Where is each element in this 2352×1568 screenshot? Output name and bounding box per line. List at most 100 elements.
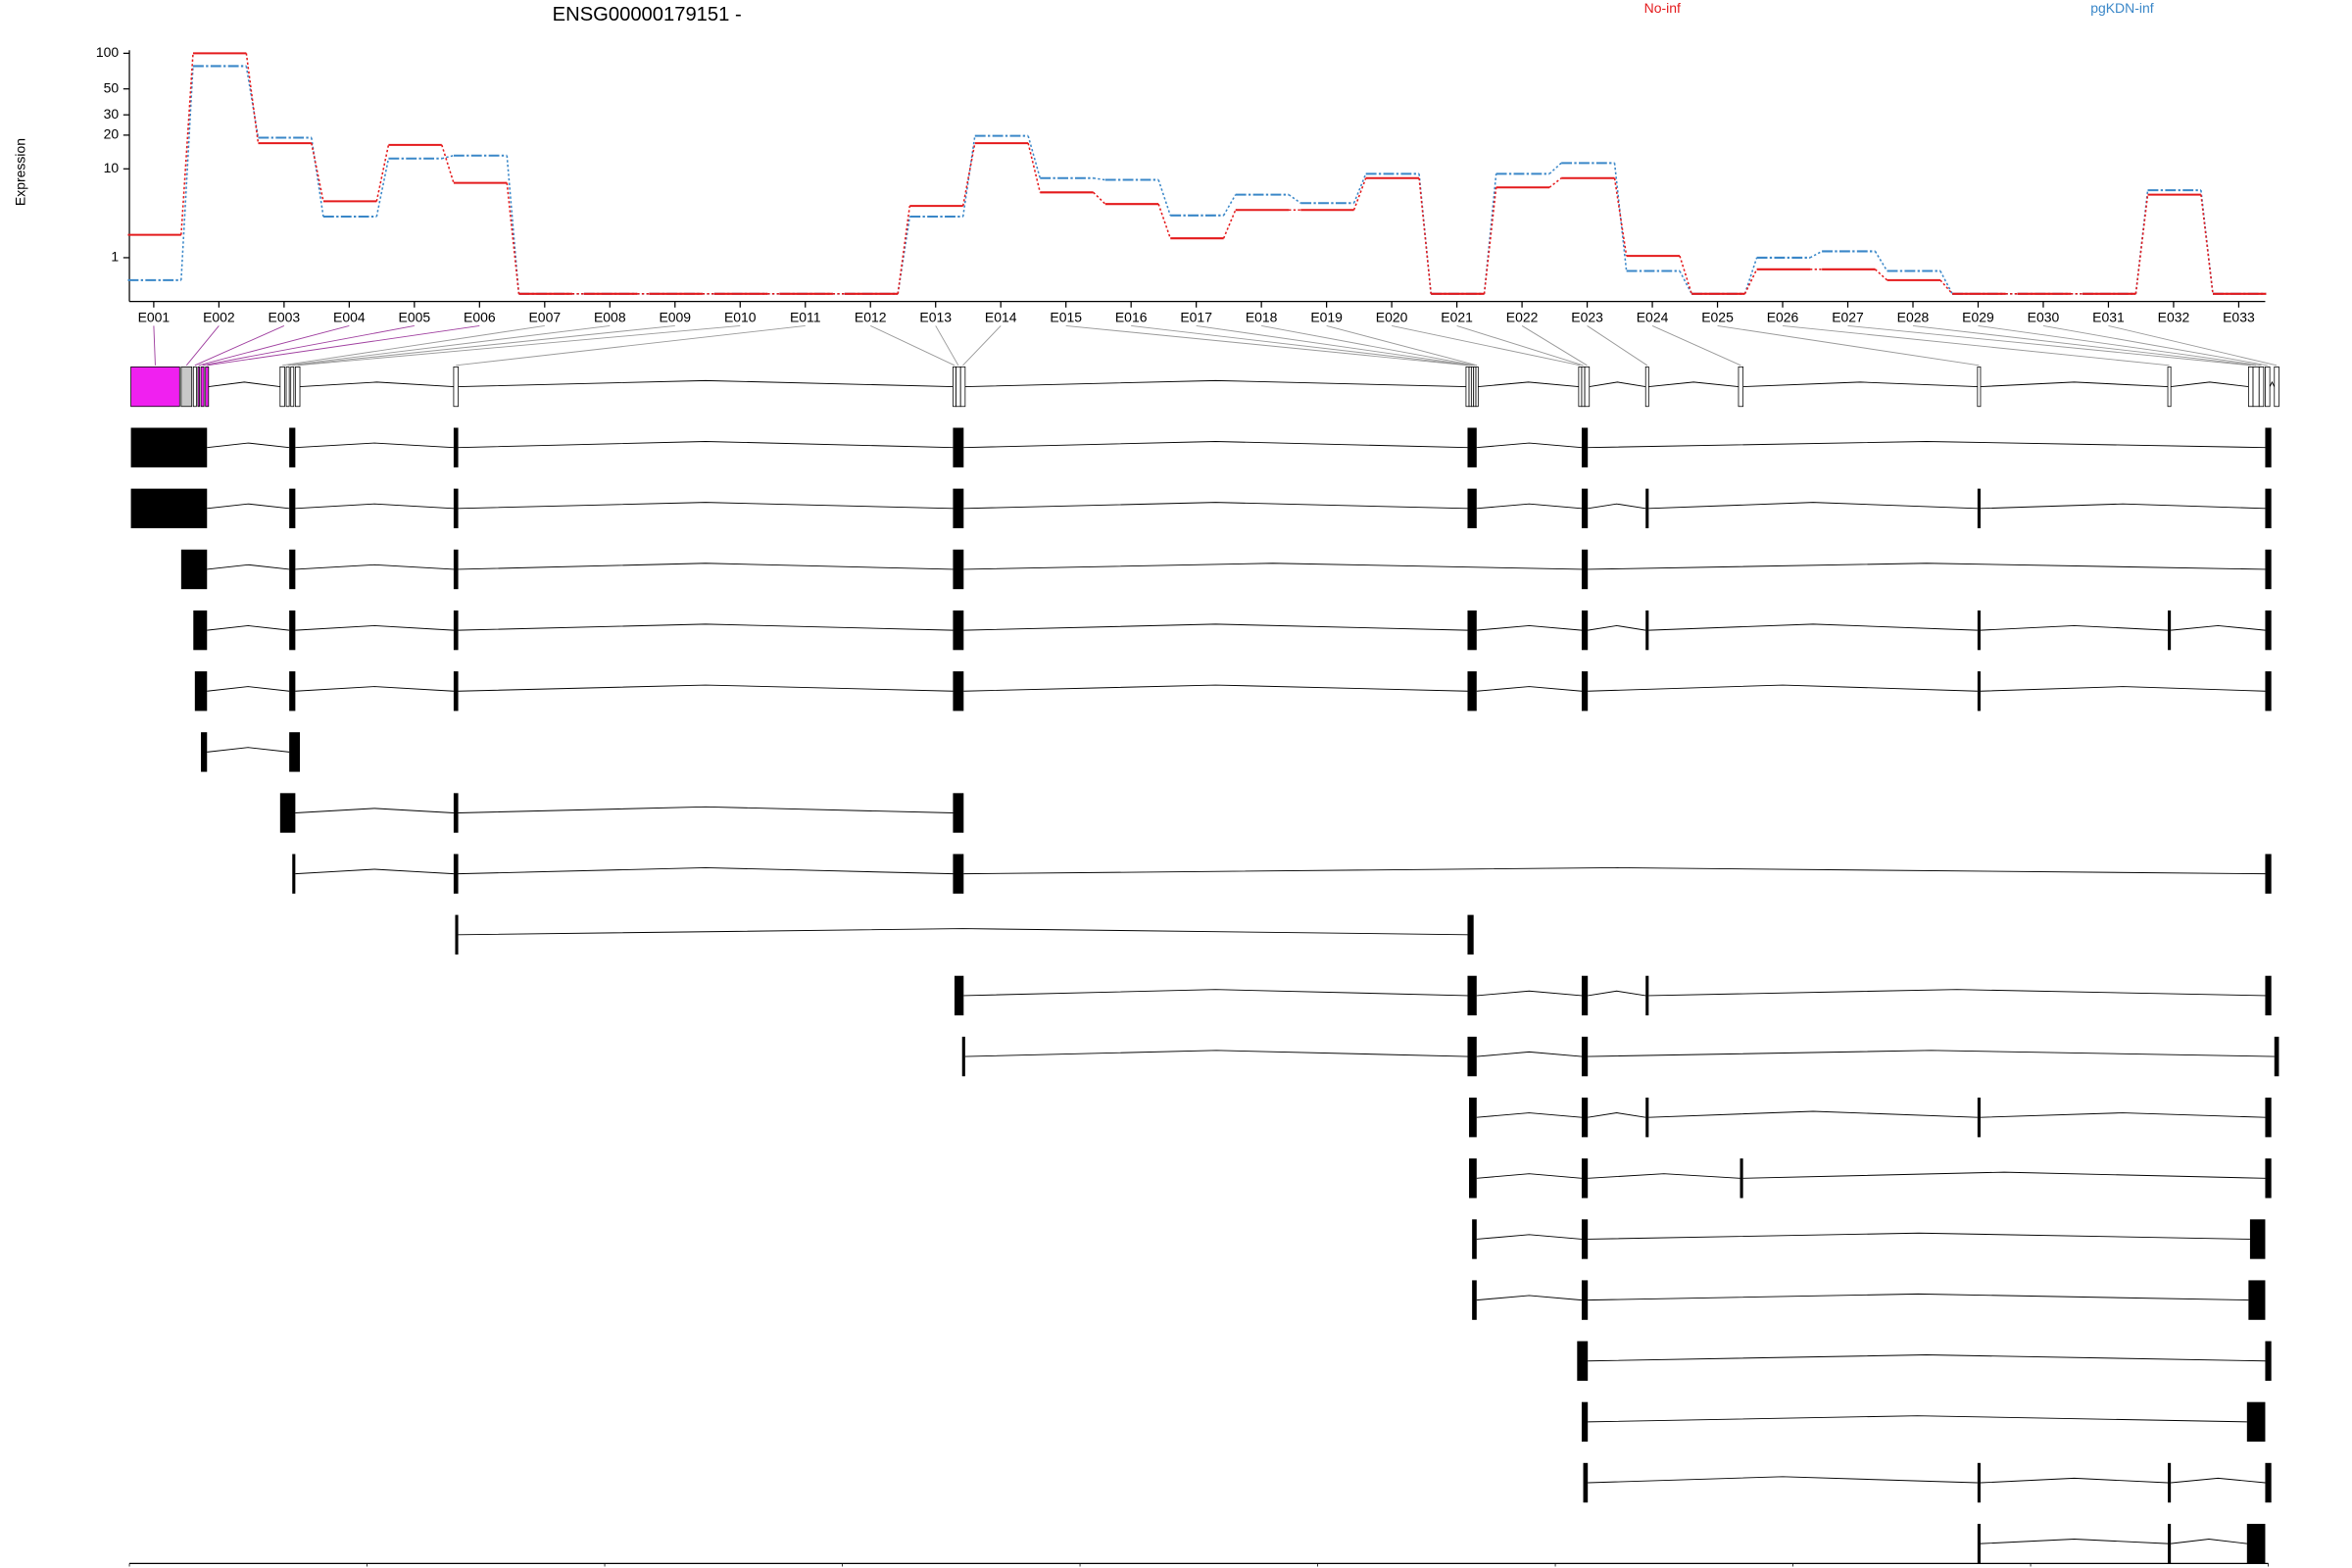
- transcript-exon: [2168, 1523, 2172, 1564]
- step-connector: [1418, 177, 1432, 294]
- transcript-exon: [1645, 1098, 1649, 1138]
- transcript-exon: [2265, 427, 2272, 467]
- x-tick-label: E020: [1376, 309, 1408, 324]
- transcript-exon: [2265, 610, 2272, 651]
- intron: [1980, 381, 2169, 388]
- intron: [1476, 686, 1583, 692]
- x-tick-label: E032: [2158, 309, 2190, 324]
- exon-connector: [2108, 324, 2278, 367]
- exon: [2167, 366, 2172, 408]
- y-tick-label: 20: [104, 126, 120, 142]
- exon: [953, 366, 956, 408]
- transcript-exon: [1467, 914, 1474, 955]
- exon: [1584, 366, 1591, 408]
- intron: [963, 502, 1468, 510]
- intron: [1588, 1354, 2266, 1362]
- transcript-exon: [1467, 488, 1477, 529]
- transcript-exon: [1977, 610, 1981, 651]
- intron: [963, 623, 1468, 631]
- transcript-exon: [1577, 1341, 1589, 1381]
- intron: [295, 624, 454, 631]
- exon-connector: [1587, 325, 1648, 367]
- exon-connector: [1065, 324, 1468, 367]
- transcript-exon: [2168, 610, 2172, 651]
- intron: [207, 747, 290, 753]
- intron: [458, 563, 954, 570]
- intron: [207, 624, 290, 631]
- transcript-exon: [953, 488, 964, 529]
- exon: [1977, 366, 1982, 408]
- step-connector: [506, 155, 520, 294]
- x-tick-label: E006: [464, 309, 496, 324]
- x-tick-label: E002: [203, 309, 235, 324]
- intron: [1588, 1415, 2247, 1423]
- transcript-exon: [1472, 1219, 1477, 1259]
- legend-label: No-inf: [1644, 0, 1681, 16]
- intron: [207, 442, 290, 449]
- transcript-exon: [455, 914, 459, 955]
- intron: [458, 441, 954, 449]
- exon-connector: [202, 324, 415, 367]
- exon-connector: [1326, 324, 1478, 367]
- intron: [207, 503, 290, 510]
- x-tick-label: E028: [1897, 309, 1930, 324]
- transcript-exon: [961, 1036, 965, 1077]
- exon-connector: [935, 325, 959, 367]
- transcript-exon: [1469, 1098, 1477, 1138]
- transcript-exon: [2265, 1158, 2272, 1199]
- step-connector: [1809, 250, 1823, 259]
- genomic-tick-label: 74645166: [574, 1565, 635, 1568]
- exon: [200, 366, 205, 408]
- exon: [197, 366, 200, 408]
- y-tick-label: 1: [111, 249, 119, 265]
- transcript-exon: [1977, 671, 1981, 711]
- exon: [279, 366, 285, 408]
- step-connector: [1874, 269, 1888, 281]
- y-tick-label: 100: [96, 44, 120, 60]
- x-tick-label: E026: [1767, 309, 1799, 324]
- step-connector: [961, 135, 976, 218]
- step-connector: [311, 142, 324, 202]
- exon: [2265, 366, 2271, 408]
- intron: [1648, 502, 1978, 510]
- step-connector: [897, 216, 911, 294]
- genomic-tick-label: 74630558: [99, 1565, 160, 1568]
- genomic-tick-label: 74667077: [1287, 1565, 1348, 1568]
- exon-connector: [194, 325, 285, 367]
- transcript-exon: [953, 854, 964, 894]
- exon-connector: [292, 324, 675, 367]
- step-connector: [1288, 194, 1301, 204]
- exon-connector: [1651, 325, 1741, 367]
- transcript-exon: [2265, 1098, 2272, 1138]
- transcript-exon: [130, 488, 208, 529]
- intron: [458, 928, 1468, 936]
- intron: [2171, 1539, 2247, 1544]
- transcript-exon: [2274, 1036, 2279, 1077]
- exon: [1644, 366, 1649, 408]
- intron: [458, 623, 954, 631]
- x-tick-label: E007: [528, 309, 561, 324]
- x-tick-label: E023: [1571, 309, 1603, 324]
- x-tick-label: E009: [659, 309, 691, 324]
- transcript-exon: [289, 549, 296, 590]
- exon: [1738, 366, 1744, 408]
- exon: [294, 366, 301, 408]
- intron: [458, 502, 954, 510]
- transcript-exon: [453, 671, 459, 711]
- x-tick-label: E008: [594, 309, 626, 324]
- transcript-exon: [1581, 488, 1589, 529]
- transcript-exon: [2265, 488, 2272, 529]
- exon-connector: [1131, 324, 1471, 367]
- step-connector: [1939, 279, 1953, 295]
- transcript-exon: [2265, 975, 2272, 1016]
- intron: [1476, 503, 1583, 510]
- x-tick-label: E018: [1246, 309, 1278, 324]
- x-tick-label: E004: [333, 309, 366, 324]
- intron: [963, 441, 1468, 449]
- intron: [1588, 563, 2266, 570]
- transcript-exon: [953, 793, 964, 833]
- y-tick-label: 30: [104, 106, 120, 122]
- intron: [963, 866, 2266, 875]
- transcript-exon: [1977, 1523, 1981, 1564]
- step-connector: [1352, 173, 1367, 204]
